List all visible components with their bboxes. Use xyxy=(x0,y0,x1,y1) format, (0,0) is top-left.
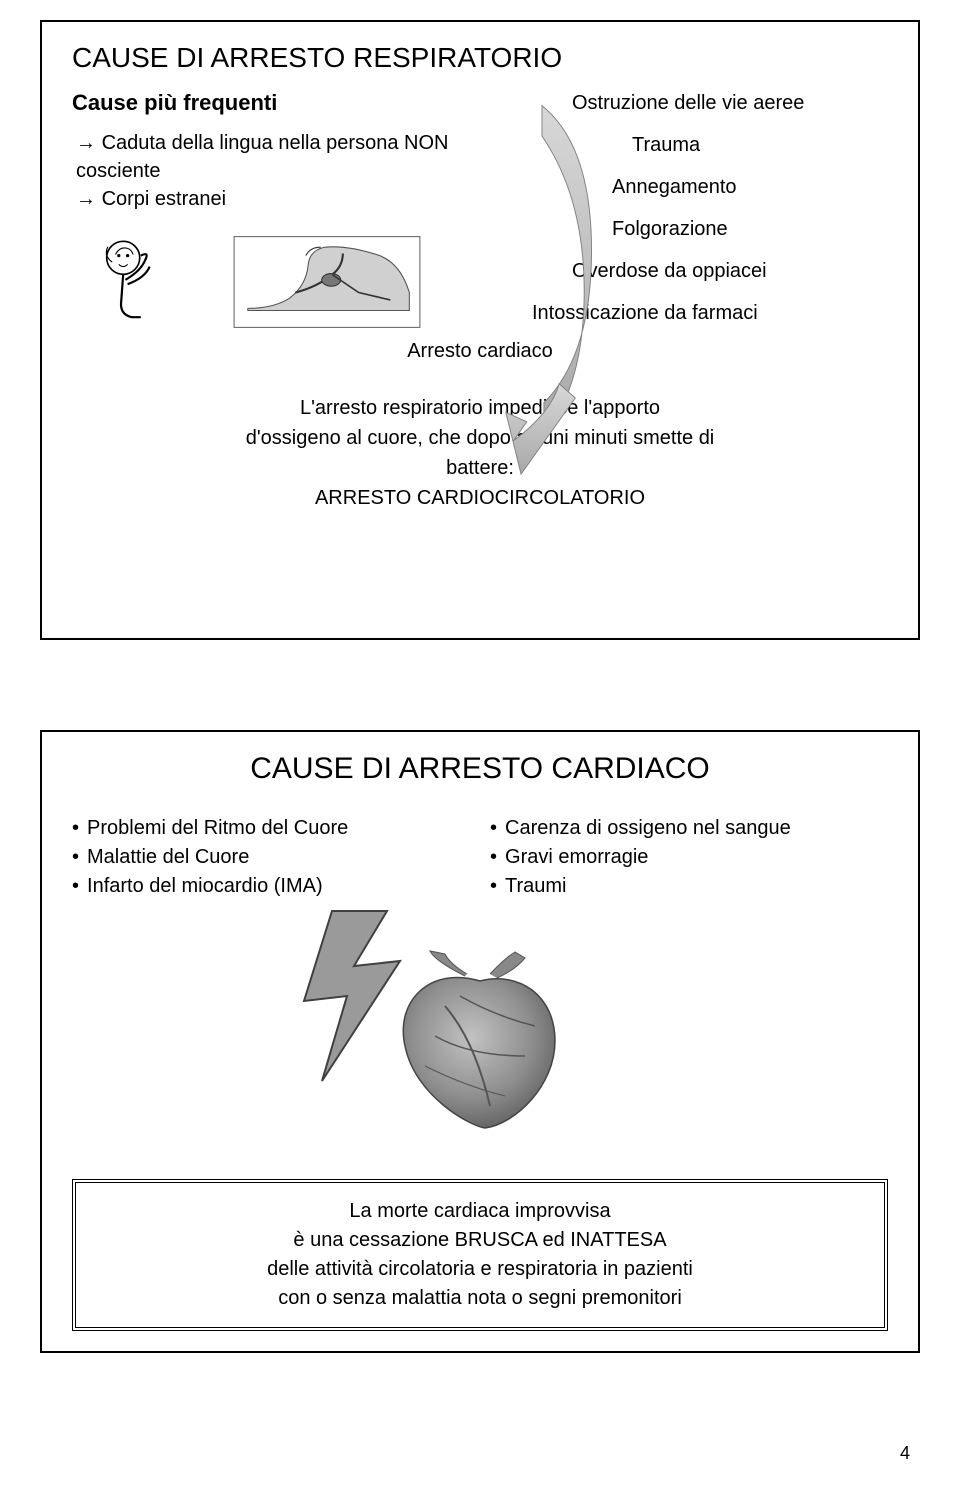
slide1-right-item-0: Ostruzione delle vie aeree xyxy=(572,88,888,118)
slide1-left-col: Cause più frequenti → Caduta della lingu… xyxy=(72,88,492,340)
slide2-left-item-1-text: Malattie del Cuore xyxy=(87,843,249,872)
slide2-left-item-0: •Problemi del Ritmo del Cuore xyxy=(72,814,470,843)
slide2-summary-box: La morte cardiaca improvvisa è una cessa… xyxy=(72,1179,888,1331)
slide2-right-item-1: •Gravi emorragie xyxy=(490,843,888,872)
slide2-box-line1: La morte cardiaca improvvisa xyxy=(94,1197,866,1226)
slide1-subhead: Cause più frequenti xyxy=(72,88,492,119)
slide2-title: CAUSE DI ARRESTO CARDIACO xyxy=(72,752,888,786)
slide1-right-item-2: Annegamento xyxy=(572,172,888,202)
airway-diagram-icon xyxy=(232,227,422,337)
choking-person-icon xyxy=(72,227,192,337)
slide2-left-item-2-text: Infarto del miocardio (IMA) xyxy=(87,872,323,901)
slide1-title: CAUSE DI ARRESTO RESPIRATORIO xyxy=(72,42,888,74)
slide1-left-item-1-text: Corpi estranei xyxy=(102,188,227,210)
slide1-bottom-line1: L'arresto respiratorio impedisce l'appor… xyxy=(72,393,888,423)
slide2-right-item-1-text: Gravi emorragie xyxy=(505,843,648,872)
slide-2: CAUSE DI ARRESTO CARDIACO •Problemi del … xyxy=(40,730,920,1353)
slide1-right-item-4: Overdose da oppiacei xyxy=(572,256,888,286)
slide1-right-col: Ostruzione delle vie aeree Trauma Annega… xyxy=(512,88,888,340)
slide2-right-col: •Carenza di ossigeno nel sangue •Gravi e… xyxy=(490,814,888,901)
slide2-box-line4: con o senza malattia nota o segni premon… xyxy=(94,1284,866,1313)
slide2-box-line3: delle attività circolatoria e respirator… xyxy=(94,1255,866,1284)
slide1-bottom-line3: battere: xyxy=(72,453,888,483)
slide1-left-item-0: → Caduta della lingua nella persona NON … xyxy=(72,129,492,185)
slide2-left-item-1: •Malattie del Cuore xyxy=(72,843,470,872)
slide1-bottom-line4: ARRESTO CARDIOCIRCOLATORIO xyxy=(72,483,888,513)
slide2-right-item-2-text: Traumi xyxy=(505,872,566,901)
slide1-images xyxy=(72,227,492,337)
page-number: 4 xyxy=(40,1443,920,1464)
slide2-left-item-0-text: Problemi del Ritmo del Cuore xyxy=(87,814,348,843)
slide1-center-label: Arresto cardiaco xyxy=(72,340,888,363)
slide2-left-col: •Problemi del Ritmo del Cuore •Malattie … xyxy=(72,814,470,901)
slide2-columns: •Problemi del Ritmo del Cuore •Malattie … xyxy=(72,814,888,901)
slide-1: CAUSE DI ARRESTO RESPIRATORIO Cause più … xyxy=(40,20,920,640)
slide1-right-item-3: Folgorazione xyxy=(572,214,888,244)
slide1-columns: Cause più frequenti → Caduta della lingu… xyxy=(72,88,888,340)
arrow-right-icon: → xyxy=(76,132,96,154)
slide2-right-item-0-text: Carenza di ossigeno nel sangue xyxy=(505,814,791,843)
curved-arrow-icon xyxy=(482,98,602,498)
slide1-right-item-1: Trauma xyxy=(572,130,888,160)
slide1-bottom-line2: d'ossigeno al cuore, che dopo alcuni min… xyxy=(72,423,888,453)
slide1-right-list: Ostruzione delle vie aeree Trauma Annega… xyxy=(572,88,888,328)
arrow-right-icon: → xyxy=(76,188,96,210)
slide2-right-item-0: •Carenza di ossigeno nel sangue xyxy=(490,814,888,843)
slide1-left-item-1: → Corpi estranei xyxy=(72,185,492,213)
lightning-bolt-icon xyxy=(292,906,432,1086)
slide2-left-item-2: •Infarto del miocardio (IMA) xyxy=(72,872,470,901)
slide2-heart-area xyxy=(72,911,888,1171)
slide1-left-item-0-text: Caduta della lingua nella persona NON co… xyxy=(76,132,448,182)
slide2-right-item-2: •Traumi xyxy=(490,872,888,901)
slide2-box-line2: è una cessazione BRUSCA ed INATTESA xyxy=(94,1226,866,1255)
slide1-bottom-text: L'arresto respiratorio impedisce l'appor… xyxy=(72,393,888,513)
